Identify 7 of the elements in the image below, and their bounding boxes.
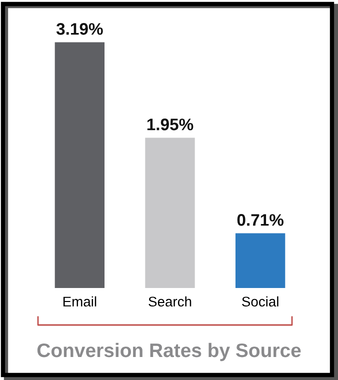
x-tick-label: Search bbox=[148, 296, 192, 307]
data-label: 3.19% bbox=[56, 23, 103, 35]
data-label: 1.95% bbox=[147, 118, 194, 130]
text: Conversion Rates by Source bbox=[37, 342, 301, 362]
x-tick-label: Email bbox=[63, 296, 96, 307]
x-tick-label: Social bbox=[242, 296, 278, 307]
data-label: 0.71% bbox=[237, 214, 284, 226]
